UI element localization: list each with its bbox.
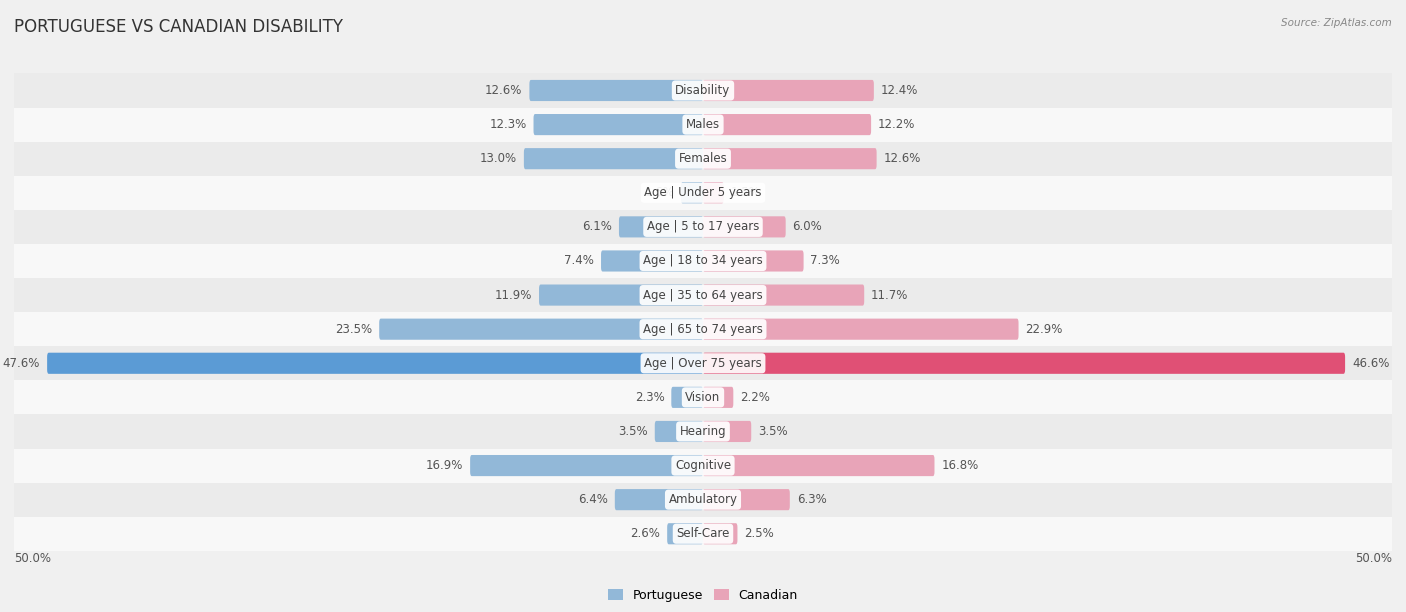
FancyBboxPatch shape	[600, 250, 703, 272]
FancyBboxPatch shape	[470, 455, 703, 476]
Text: Age | 18 to 34 years: Age | 18 to 34 years	[643, 255, 763, 267]
FancyBboxPatch shape	[703, 285, 865, 305]
Text: 16.9%: 16.9%	[426, 459, 463, 472]
FancyBboxPatch shape	[703, 421, 751, 442]
Text: 46.6%: 46.6%	[1353, 357, 1389, 370]
Text: 12.6%: 12.6%	[485, 84, 523, 97]
FancyBboxPatch shape	[530, 80, 703, 101]
FancyBboxPatch shape	[703, 319, 1018, 340]
Bar	[14, 414, 1392, 449]
Bar	[14, 449, 1392, 483]
Text: 12.3%: 12.3%	[489, 118, 527, 131]
FancyBboxPatch shape	[703, 216, 786, 237]
FancyBboxPatch shape	[533, 114, 703, 135]
Text: 7.3%: 7.3%	[810, 255, 841, 267]
Text: Age | 5 to 17 years: Age | 5 to 17 years	[647, 220, 759, 233]
Bar	[14, 141, 1392, 176]
Text: 11.9%: 11.9%	[495, 289, 531, 302]
FancyBboxPatch shape	[703, 148, 876, 170]
Bar	[14, 483, 1392, 517]
FancyBboxPatch shape	[668, 523, 703, 544]
Bar	[14, 517, 1392, 551]
Text: 50.0%: 50.0%	[1355, 552, 1392, 565]
Text: 1.6%: 1.6%	[644, 186, 673, 200]
Bar	[14, 346, 1392, 380]
Text: Females: Females	[679, 152, 727, 165]
Text: Age | 35 to 64 years: Age | 35 to 64 years	[643, 289, 763, 302]
Text: 6.0%: 6.0%	[793, 220, 823, 233]
Bar	[14, 244, 1392, 278]
Text: 3.5%: 3.5%	[619, 425, 648, 438]
Text: 1.5%: 1.5%	[731, 186, 761, 200]
FancyBboxPatch shape	[703, 182, 724, 203]
Legend: Portuguese, Canadian: Portuguese, Canadian	[603, 584, 803, 606]
Bar	[14, 108, 1392, 141]
FancyBboxPatch shape	[703, 250, 804, 272]
FancyBboxPatch shape	[703, 353, 1346, 374]
FancyBboxPatch shape	[671, 387, 703, 408]
Text: 2.5%: 2.5%	[744, 528, 775, 540]
FancyBboxPatch shape	[380, 319, 703, 340]
Text: Self-Care: Self-Care	[676, 528, 730, 540]
Text: PORTUGUESE VS CANADIAN DISABILITY: PORTUGUESE VS CANADIAN DISABILITY	[14, 18, 343, 36]
FancyBboxPatch shape	[703, 489, 790, 510]
Text: 23.5%: 23.5%	[335, 323, 373, 335]
FancyBboxPatch shape	[538, 285, 703, 305]
Text: Ambulatory: Ambulatory	[668, 493, 738, 506]
Text: 12.6%: 12.6%	[883, 152, 921, 165]
Text: 50.0%: 50.0%	[14, 552, 51, 565]
Text: Age | 65 to 74 years: Age | 65 to 74 years	[643, 323, 763, 335]
Text: 12.4%: 12.4%	[880, 84, 918, 97]
FancyBboxPatch shape	[703, 523, 738, 544]
Text: Age | Under 5 years: Age | Under 5 years	[644, 186, 762, 200]
FancyBboxPatch shape	[703, 455, 935, 476]
FancyBboxPatch shape	[703, 114, 872, 135]
Text: 6.3%: 6.3%	[797, 493, 827, 506]
Bar	[14, 380, 1392, 414]
FancyBboxPatch shape	[619, 216, 703, 237]
FancyBboxPatch shape	[655, 421, 703, 442]
Text: Source: ZipAtlas.com: Source: ZipAtlas.com	[1281, 18, 1392, 28]
Text: 2.2%: 2.2%	[740, 391, 770, 404]
FancyBboxPatch shape	[681, 182, 703, 203]
FancyBboxPatch shape	[703, 80, 875, 101]
Text: 2.3%: 2.3%	[634, 391, 665, 404]
Text: 12.2%: 12.2%	[877, 118, 915, 131]
Text: Cognitive: Cognitive	[675, 459, 731, 472]
Text: 13.0%: 13.0%	[479, 152, 517, 165]
Text: Hearing: Hearing	[679, 425, 727, 438]
Text: 3.5%: 3.5%	[758, 425, 787, 438]
FancyBboxPatch shape	[524, 148, 703, 170]
FancyBboxPatch shape	[48, 353, 703, 374]
Text: 11.7%: 11.7%	[872, 289, 908, 302]
Text: 6.1%: 6.1%	[582, 220, 612, 233]
Text: 7.4%: 7.4%	[564, 255, 595, 267]
Bar	[14, 73, 1392, 108]
Text: 22.9%: 22.9%	[1025, 323, 1063, 335]
Text: 6.4%: 6.4%	[578, 493, 607, 506]
Text: Disability: Disability	[675, 84, 731, 97]
Bar	[14, 176, 1392, 210]
Text: 16.8%: 16.8%	[942, 459, 979, 472]
FancyBboxPatch shape	[703, 387, 734, 408]
Text: Vision: Vision	[685, 391, 721, 404]
Text: 47.6%: 47.6%	[3, 357, 41, 370]
Bar	[14, 278, 1392, 312]
Bar	[14, 210, 1392, 244]
FancyBboxPatch shape	[614, 489, 703, 510]
Bar	[14, 312, 1392, 346]
Text: Males: Males	[686, 118, 720, 131]
Text: Age | Over 75 years: Age | Over 75 years	[644, 357, 762, 370]
Text: 2.6%: 2.6%	[630, 528, 661, 540]
